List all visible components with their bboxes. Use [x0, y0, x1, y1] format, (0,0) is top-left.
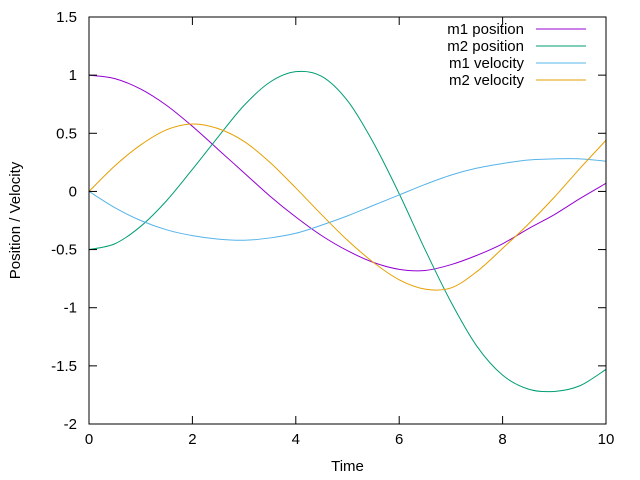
ticks-group: 0 2 4 6 8 10 -2 -1.5 -1 -0.5 0 0.5 1 1.5 — [51, 9, 614, 448]
series-line-m1-position — [89, 74, 606, 272]
y-tick-label: 0.5 — [56, 125, 77, 142]
series-line-m2-velocity — [89, 123, 606, 291]
y-tick-label: -2 — [64, 416, 77, 433]
x-tick-label: 10 — [598, 431, 615, 448]
y-tick-label: -0.5 — [51, 242, 77, 259]
y-axis-label: Position / Velocity — [7, 161, 24, 279]
y-tick-label: 1 — [69, 67, 77, 84]
legend-label-m1-position: m1 position — [447, 21, 524, 38]
legend-label-m1-velocity: m1 velocity — [449, 55, 525, 72]
x-tick-label: 4 — [292, 431, 300, 448]
x-tick-label: 8 — [498, 431, 506, 448]
legend-label-m2-velocity: m2 velocity — [449, 72, 525, 89]
x-tick-label: 6 — [395, 431, 403, 448]
plot-frame-group — [88, 16, 607, 425]
y-tick-label: 0 — [69, 183, 77, 200]
plot-frame — [88, 16, 607, 425]
y-tick-label: 1.5 — [56, 9, 77, 26]
series-line-m1-velocity — [89, 158, 606, 241]
plot-lines-group — [89, 70, 606, 393]
x-tick-label: 2 — [188, 431, 196, 448]
y-tick-label: -1.5 — [51, 358, 77, 375]
x-tick-label: 0 — [85, 431, 93, 448]
legend-label-m2-position: m2 position — [447, 38, 524, 55]
x-axis-label: Time — [331, 458, 364, 475]
y-tick-label: -1 — [64, 300, 77, 317]
series-line-m2-position — [89, 70, 606, 393]
